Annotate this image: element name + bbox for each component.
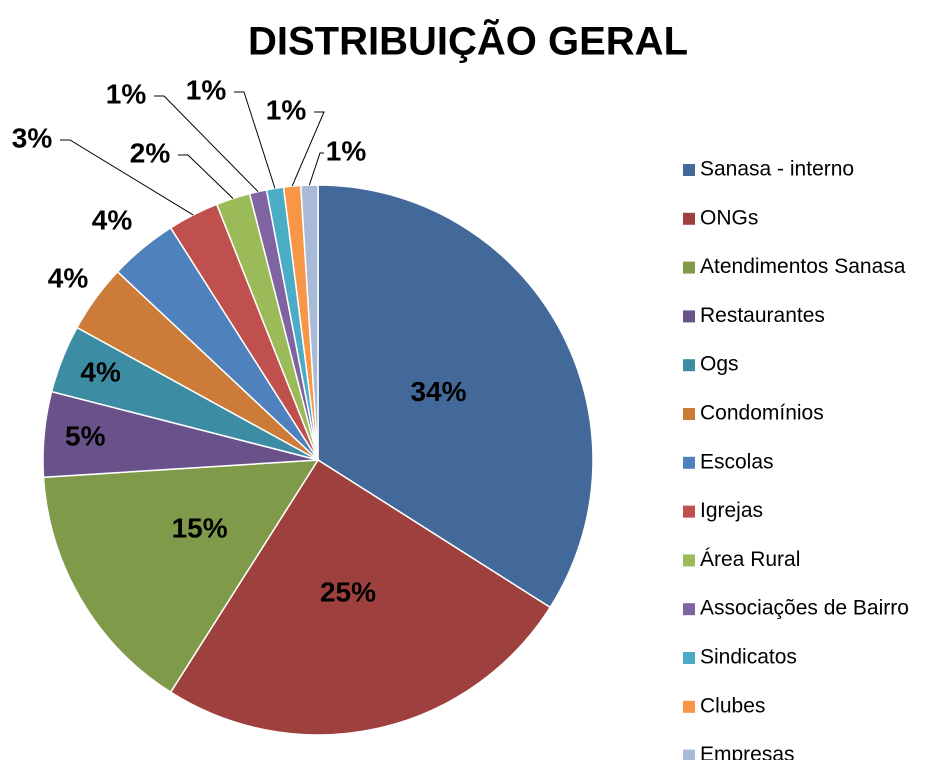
- legend-swatch: [683, 164, 695, 176]
- legend-label: Associações de Bairro: [700, 597, 909, 620]
- legend-label: Área Rural: [700, 548, 800, 571]
- legend-label: ONGs: [700, 206, 758, 229]
- data-label: 1%: [106, 78, 147, 109]
- leader-line: [308, 152, 324, 186]
- legend-label: Restaurantes: [700, 304, 825, 327]
- pie-slice: [42, 459, 320, 694]
- legend-swatch: [683, 310, 695, 323]
- legend-label: Ogs: [700, 353, 739, 376]
- data-label: 1%: [266, 94, 307, 125]
- pie-slice: [317, 184, 594, 609]
- data-label: 25%: [320, 577, 376, 608]
- legend-label: Atendimentos Sanasa: [700, 255, 906, 278]
- legend-swatch: [683, 749, 695, 762]
- data-label: 4%: [80, 356, 121, 387]
- leader-line: [178, 154, 234, 199]
- pie-slice: [169, 458, 552, 736]
- data-label: 1%: [186, 74, 227, 105]
- legend-label: Escolas: [700, 450, 774, 473]
- legend-swatch: [683, 505, 695, 518]
- legend-label: Sindicatos: [700, 646, 797, 669]
- legend-label: Empresas: [700, 743, 795, 760]
- leader-line: [234, 91, 276, 189]
- data-label: 1%: [326, 135, 367, 166]
- legend-label: Condomínios: [700, 402, 824, 425]
- legend-swatch: [683, 408, 695, 420]
- chart-title: DISTRIBUIÇÃO GERAL: [248, 18, 688, 64]
- legend-label: Sanasa - interno: [700, 158, 854, 181]
- legend-swatch: [683, 456, 695, 469]
- pie-slice: [299, 184, 319, 461]
- legend-swatch: [683, 700, 695, 713]
- legend-swatch: [683, 652, 695, 664]
- data-label: 3%: [12, 122, 53, 153]
- data-label: 34%: [410, 376, 466, 407]
- leader-line: [154, 95, 259, 192]
- data-label: 2%: [130, 137, 171, 168]
- legend-swatch: [683, 603, 695, 616]
- data-label: 5%: [65, 420, 106, 451]
- legend-label: Clubes: [700, 694, 765, 717]
- legend-swatch: [683, 554, 695, 567]
- leader-line: [60, 139, 194, 216]
- legend-swatch: [683, 359, 695, 372]
- leader-line: [291, 111, 325, 187]
- legend-swatch: [683, 261, 695, 274]
- legend-swatch: [683, 212, 695, 225]
- legend-label: Igrejas: [700, 499, 763, 522]
- data-label: 4%: [48, 262, 89, 293]
- data-label: 4%: [92, 204, 133, 235]
- data-label: 15%: [172, 512, 228, 543]
